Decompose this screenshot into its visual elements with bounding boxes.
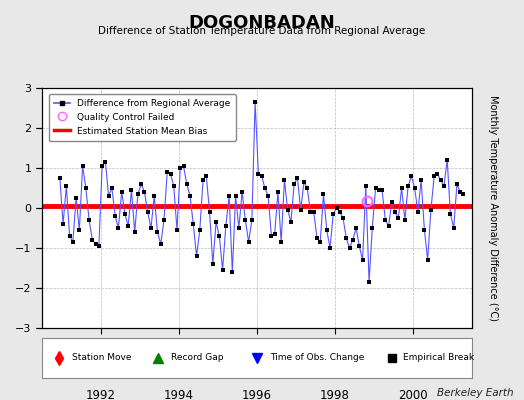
Text: 2000: 2000	[398, 389, 428, 400]
Y-axis label: Monthly Temperature Anomaly Difference (°C): Monthly Temperature Anomaly Difference (…	[488, 95, 498, 321]
Text: 1992: 1992	[85, 389, 115, 400]
Text: 1998: 1998	[320, 389, 350, 400]
Text: 1996: 1996	[242, 389, 272, 400]
Text: Time of Obs. Change: Time of Obs. Change	[270, 354, 364, 362]
Text: DOGONBADAN: DOGONBADAN	[189, 14, 335, 32]
Text: 1994: 1994	[163, 389, 194, 400]
Legend: Difference from Regional Average, Quality Control Failed, Estimated Station Mean: Difference from Regional Average, Qualit…	[49, 94, 236, 141]
Text: Station Move: Station Move	[72, 354, 132, 362]
Text: Empirical Break: Empirical Break	[403, 354, 474, 362]
Text: Record Gap: Record Gap	[171, 354, 223, 362]
Text: Difference of Station Temperature Data from Regional Average: Difference of Station Temperature Data f…	[99, 26, 425, 36]
Text: Berkeley Earth: Berkeley Earth	[437, 388, 514, 398]
